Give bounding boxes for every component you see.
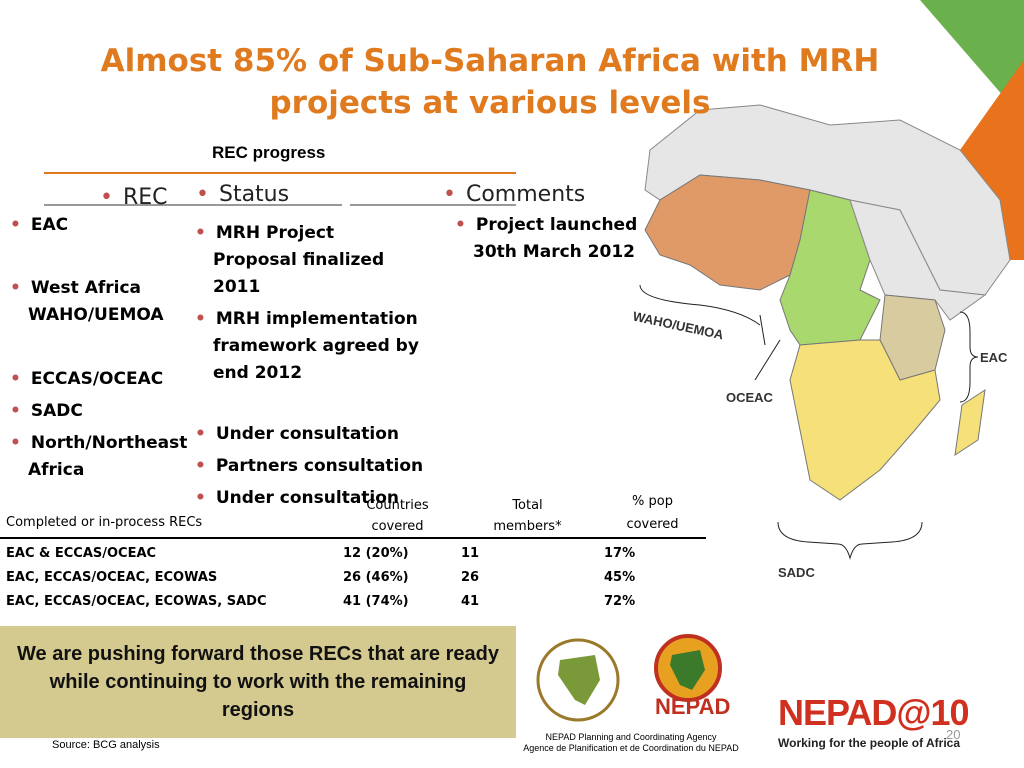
table-header: Total members* bbox=[493, 498, 562, 534]
pointer-oceac bbox=[754, 339, 781, 381]
status: Partners consultation bbox=[195, 453, 453, 480]
comment: Project launched 30th March 2012 bbox=[455, 212, 653, 266]
column-header: Comments bbox=[443, 182, 585, 207]
brace-south bbox=[777, 521, 923, 560]
nepad-africa bbox=[670, 650, 705, 690]
rec: SADC bbox=[10, 398, 268, 425]
logo-nepad: NEPAD bbox=[655, 694, 731, 719]
column-header: Status bbox=[196, 182, 289, 207]
status: MRH Project Proposal finalized 2011 bbox=[195, 220, 413, 301]
status: Under consultation bbox=[195, 485, 453, 512]
rec: North/Northeast Africa bbox=[10, 430, 208, 484]
rec: ECCAS/OCEAC bbox=[10, 366, 268, 393]
agency-en: NEPAD Planning and Coordinating Agency bbox=[545, 732, 717, 742]
page-number: 20 bbox=[946, 727, 961, 742]
table-header: Countries covered bbox=[366, 498, 429, 534]
map-madagascar bbox=[954, 388, 986, 457]
title: Almost 85% of Sub-Saharan Africa with MR… bbox=[100, 43, 880, 121]
column-header: REC bbox=[100, 185, 168, 210]
subtitle: REC progress bbox=[212, 143, 326, 162]
source: Source: BCG analysis bbox=[52, 739, 160, 751]
cell: 12 (20%) bbox=[343, 546, 409, 561]
map-label: SADC bbox=[778, 565, 815, 580]
cell: EAC, ECCAS/OCEAC, ECOWAS, SADC bbox=[6, 594, 267, 609]
cell: 26 bbox=[461, 570, 480, 585]
brace-west bbox=[639, 284, 766, 346]
agency: NEPAD Planning and Coordinating Agency Ag… bbox=[516, 732, 746, 754]
au-africa bbox=[558, 655, 600, 705]
table-header: Completed or in-process RECs bbox=[6, 515, 203, 530]
rec: EAC bbox=[10, 212, 268, 239]
cell: 45% bbox=[604, 570, 636, 585]
banner-text: We are pushing forward those RECs that a… bbox=[17, 643, 499, 721]
cell: 26 (46%) bbox=[343, 570, 409, 585]
corner-orange bbox=[960, 60, 1024, 260]
map-south bbox=[789, 339, 941, 501]
cell: 41 (74%) bbox=[343, 594, 409, 609]
map-label: OCEAC bbox=[726, 390, 773, 405]
banner: We are pushing forward those RECs that a… bbox=[0, 626, 516, 738]
cell: 72% bbox=[604, 594, 636, 609]
brace-east bbox=[959, 311, 979, 403]
logo-nepad10: NEPAD@10 bbox=[778, 692, 969, 733]
rec: West Africa WAHO/UEMOA bbox=[10, 275, 198, 329]
agency-fr: Agence de Planification et de Coordinati… bbox=[523, 743, 739, 753]
corner-green bbox=[920, 0, 1024, 120]
table-header: % pop covered bbox=[626, 494, 679, 532]
cell: EAC, ECCAS/OCEAC, ECOWAS bbox=[6, 570, 218, 585]
tagline: Working for the people of Africa bbox=[778, 736, 961, 750]
cell: EAC & ECCAS/OCEAC bbox=[6, 546, 157, 561]
map-label: EAC bbox=[980, 350, 1008, 365]
cell: 11 bbox=[461, 546, 480, 561]
cell: 41 bbox=[461, 594, 480, 609]
cell: 17% bbox=[604, 546, 636, 561]
status: Under consultation bbox=[195, 421, 453, 448]
status: MRH implementation framework agreed by e… bbox=[195, 306, 433, 387]
